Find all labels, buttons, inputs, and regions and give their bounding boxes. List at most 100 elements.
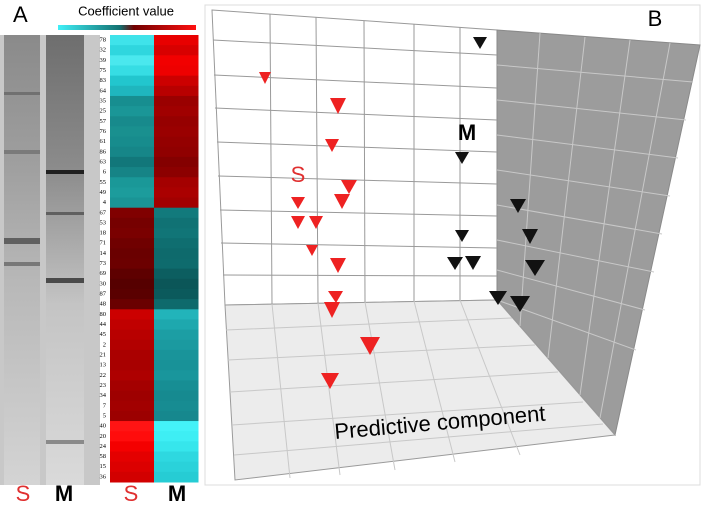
heatmap-cell: [110, 45, 155, 56]
heatmap-cell: [154, 410, 199, 422]
row-label: 48: [100, 301, 107, 308]
row-label: 25: [100, 108, 107, 115]
heatmap-cell: [110, 400, 155, 412]
row-label: 58: [100, 453, 107, 460]
heatmap-cell: [154, 167, 199, 178]
heatmap-cell: [110, 75, 155, 87]
heatmap-cell: [154, 75, 199, 87]
heatmap-cell: [154, 45, 199, 56]
heatmap-cell: [154, 421, 199, 432]
heatmap-cell: [110, 65, 155, 77]
heatmap-cell: [154, 339, 199, 351]
row-label: 2: [103, 341, 106, 348]
heatmap-cell: [110, 95, 155, 107]
row-label: 30: [100, 280, 107, 287]
heatmap-cell: [154, 288, 199, 300]
heatmap-cell: [154, 471, 199, 483]
row-label: 76: [100, 128, 107, 135]
row-label: 24: [100, 443, 107, 450]
row-label: 35: [100, 98, 107, 105]
heatmap-cell: [110, 421, 155, 432]
heatmap-cell: [154, 156, 199, 168]
heatmap-cell: [110, 238, 155, 249]
heatmap-cell: [154, 146, 199, 158]
heatmap-cell: [110, 431, 155, 442]
heatmap-cell: [154, 95, 199, 107]
row-label: 73: [100, 260, 107, 267]
row-label: 49: [100, 189, 107, 196]
heatmap-cell: [154, 217, 199, 229]
heatmap-cell: [154, 85, 199, 97]
heatmap-cell: [110, 136, 155, 148]
heatmap-cell: [110, 349, 155, 361]
heatmap-cell: [110, 146, 155, 158]
row-label: 32: [100, 47, 107, 54]
sample-markers-s: [259, 72, 380, 389]
heatmap: 7832397583643525577661866365549467531871…: [100, 35, 199, 483]
row-label: 7: [103, 402, 107, 409]
row-label: 75: [100, 67, 107, 74]
row-label: 39: [100, 57, 107, 64]
gel-lane-label: M: [55, 481, 73, 506]
heatmap-cell: [154, 349, 199, 361]
group-label: M: [458, 120, 476, 145]
row-label: 86: [100, 148, 107, 155]
heatmap-cell: [110, 268, 155, 280]
row-label: 78: [100, 37, 107, 44]
heatmap-cell: [154, 136, 199, 148]
heatmap-cell: [110, 126, 155, 138]
row-label: 71: [100, 240, 107, 247]
heatmap-cell: [154, 35, 199, 46]
row-label: 53: [100, 219, 107, 226]
heatmap-cell: [110, 461, 155, 473]
row-label: 20: [100, 433, 107, 440]
row-label: 40: [100, 423, 107, 430]
heatmap-cell: [154, 238, 199, 249]
row-label: 83: [100, 77, 107, 84]
heatmap-cell: [110, 156, 155, 168]
row-label: 57: [100, 118, 107, 125]
group-label: S: [291, 162, 306, 187]
heatmap-cell: [154, 299, 199, 310]
heatmap-cell: [154, 55, 199, 66]
heatmap-cell: [154, 116, 199, 127]
row-label: 63: [100, 158, 107, 165]
gel-image: [0, 35, 100, 485]
heatmap-cell: [154, 329, 199, 341]
row-label: 69: [100, 270, 107, 277]
heatmap-cell: [110, 106, 155, 117]
heatmap-cell: [110, 248, 155, 259]
heatmap-column-label: M: [168, 481, 186, 506]
sample-markers-m: [447, 37, 545, 312]
row-label: 61: [100, 138, 107, 145]
heatmap-cell: [110, 471, 155, 483]
heatmap-cell: [110, 410, 155, 422]
heatmap-cell: [154, 461, 199, 473]
heatmap-cell: [154, 390, 199, 402]
heatmap-cell: [110, 441, 155, 453]
row-label: 45: [100, 331, 107, 338]
row-label: 80: [100, 311, 107, 318]
row-label: 21: [100, 351, 107, 358]
row-label: 5: [103, 412, 106, 419]
row-label: 64: [100, 87, 107, 94]
heatmap-cell: [154, 197, 199, 209]
row-label: 13: [100, 362, 107, 369]
heatmap-cell: [154, 106, 199, 117]
heatmap-cell: [110, 309, 155, 320]
heatmap-cell: [110, 197, 155, 209]
heatmap-cell: [154, 187, 199, 199]
heatmap-cell: [110, 360, 155, 371]
row-label: 34: [100, 392, 107, 399]
heatmap-cell: [110, 319, 155, 331]
heatmap-cell: [154, 400, 199, 412]
row-label: 22: [100, 372, 107, 379]
heatmap-cell: [110, 339, 155, 351]
heatmap-cell: [110, 187, 155, 199]
row-label: 4: [103, 199, 107, 206]
heatmap-cell: [110, 167, 155, 178]
row-label: 6: [103, 169, 107, 176]
heatmap-cell: [154, 441, 199, 453]
heatmap-cell: [154, 451, 199, 463]
